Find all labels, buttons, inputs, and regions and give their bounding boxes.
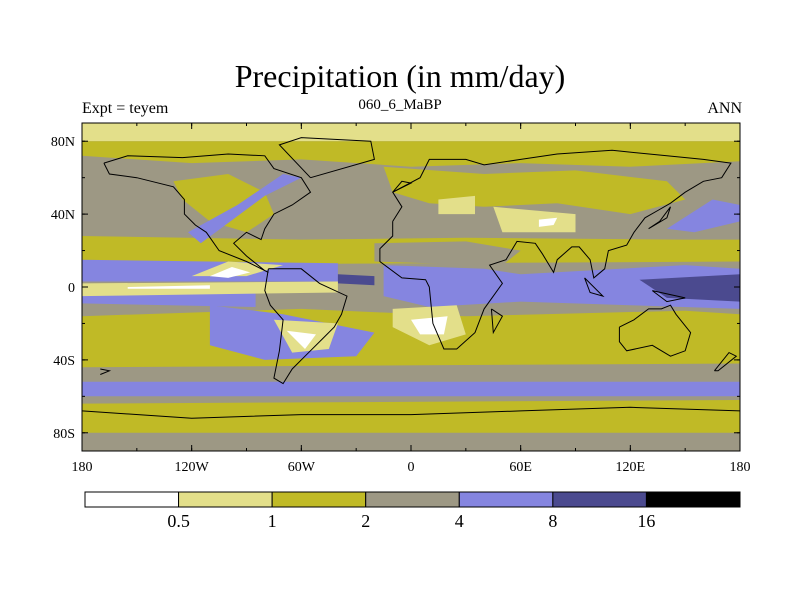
precip-region-18 (82, 281, 338, 297)
coastline-12 (100, 368, 112, 375)
precip-region-27 (411, 316, 448, 335)
x-tick-label-2: 60W (288, 460, 316, 475)
precip-region-14 (666, 199, 740, 233)
colorbar-box-5 (552, 491, 647, 508)
colorbar-box-2 (271, 491, 367, 508)
x-tick-label-5: 120E (616, 460, 646, 475)
experiment-label: Expt = teyem (82, 100, 169, 117)
colorbar: 0.5 1 2 4 8 16 (84, 491, 741, 531)
coastline-8 (584, 277, 605, 298)
colorbar-label-5: 16 (637, 511, 655, 531)
season-label: ANN (707, 100, 742, 117)
x-tick-label-0: 180 (72, 460, 93, 475)
colorbar-label-4: 8 (548, 511, 557, 531)
precip-region-26 (286, 330, 316, 349)
precip-region-24 (127, 285, 210, 289)
y-tick-label-0: 80N (51, 135, 75, 150)
precip-region-1 (82, 141, 740, 167)
colorbar-label-0: 0.5 (167, 511, 190, 531)
y-tick-label-1: 40N (51, 208, 75, 223)
colorbar-label-1: 1 (268, 511, 277, 531)
coastline-3 (618, 304, 692, 357)
precip-region-15 (82, 381, 740, 397)
precip-region-28 (538, 217, 558, 227)
colorbar-label-2: 2 (361, 511, 370, 531)
coastline-2 (379, 149, 732, 350)
precip-region-10 (82, 292, 256, 307)
coastline-7 (82, 406, 740, 419)
precip-region-6 (82, 400, 740, 433)
coastline-5 (392, 180, 413, 193)
colorbar-box-3 (365, 491, 460, 508)
precip-region-23 (493, 206, 576, 233)
precip-region-0 (82, 123, 740, 142)
chart-title: Precipitation (in mm/day) (234, 58, 566, 94)
coastline-4 (278, 137, 375, 179)
coastline-1 (264, 268, 348, 385)
experiment-id-label: 060_6_MaBP (358, 97, 442, 113)
precip-region-7 (374, 241, 521, 266)
x-tick-label-6: 180 (730, 460, 751, 475)
x-tick-label-4: 60E (509, 460, 532, 475)
precip-region-2 (173, 174, 274, 233)
coastline-11 (714, 351, 738, 372)
colorbar-label-3: 4 (455, 511, 464, 531)
precip-region-13 (188, 174, 302, 244)
y-tick-label-2: 0 (68, 281, 75, 296)
coastline-0 (103, 153, 312, 273)
precip-region-16 (639, 274, 740, 302)
colorbar-box-4 (458, 491, 554, 508)
coastline-layer (82, 137, 740, 419)
axis-ticks: 180 120W 60W 0 60E 120E 180 80N 40N 0 40S 80S (51, 123, 751, 475)
coastline-6 (648, 206, 671, 230)
coastline-9 (651, 290, 686, 303)
x-tick-label-1: 120W (175, 460, 210, 475)
colorbar-box-6 (645, 491, 741, 508)
colorbar-box-1 (178, 491, 273, 508)
colorbar-box-0 (84, 491, 180, 508)
precip-region-17 (337, 274, 375, 286)
y-tick-label-4: 80S (53, 427, 75, 442)
precip-region-25 (209, 267, 251, 278)
precip-region-22 (438, 195, 475, 215)
map-fill-layer (82, 123, 740, 451)
coastline-10 (490, 308, 504, 335)
x-tick-label-3: 0 (408, 460, 415, 475)
precip-region-11 (383, 265, 740, 309)
y-tick-label-3: 40S (53, 354, 75, 369)
